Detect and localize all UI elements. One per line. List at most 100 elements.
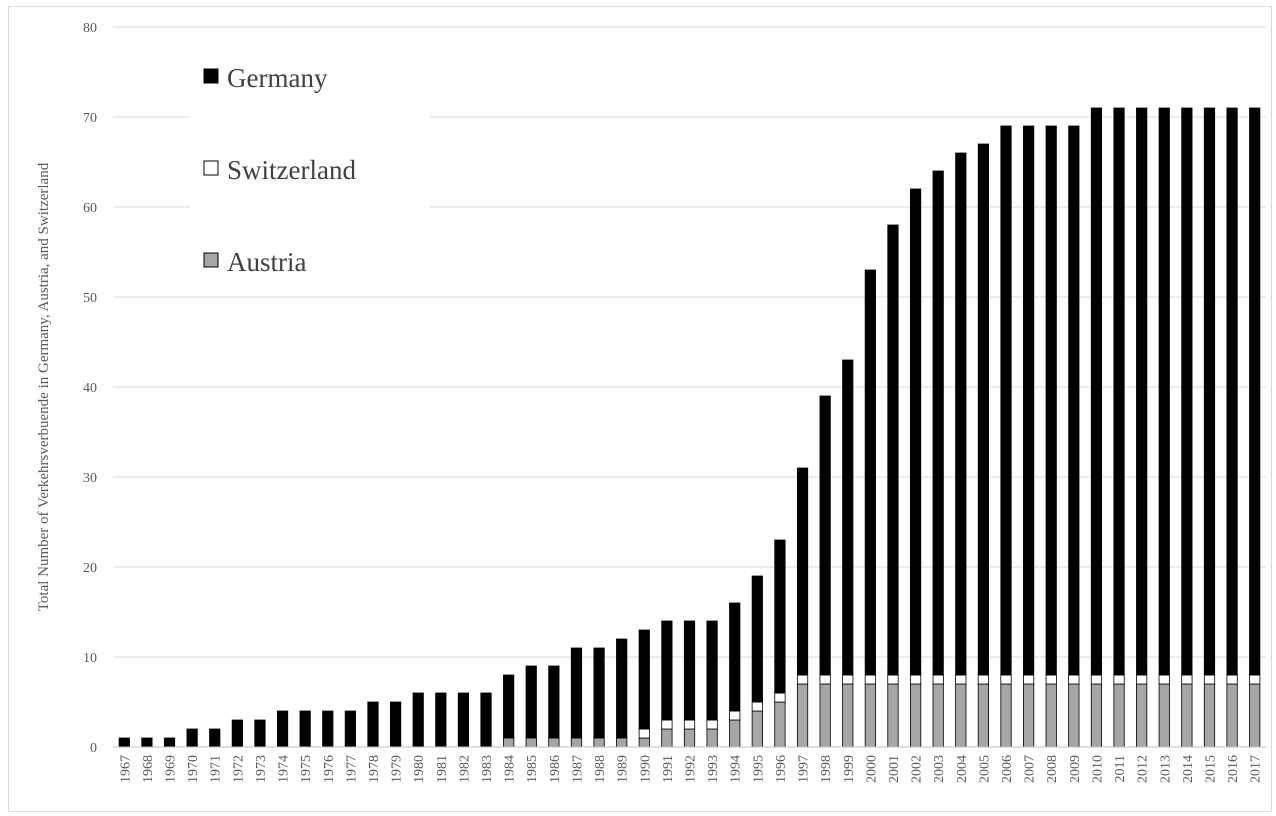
x-tick-label: 1978 [367, 755, 382, 783]
legend-label-germany: Germany [227, 63, 328, 93]
bar-germany-1978 [367, 701, 379, 748]
legend-swatch-germany [203, 68, 219, 84]
bar-switzerland-2013 [1158, 674, 1170, 685]
x-tick-label: 1984 [503, 755, 518, 783]
bar-switzerland-2005 [977, 674, 990, 685]
bar-switzerland-1996 [774, 692, 786, 703]
bar-austria-2005 [977, 683, 990, 748]
bar-germany-2014 [1181, 107, 1193, 676]
bar-germany-2006 [1000, 125, 1012, 676]
x-tick-label: 2007 [1023, 755, 1038, 783]
x-tick-label: 2011 [1113, 755, 1128, 782]
bar-austria-1997 [796, 683, 809, 748]
legend-swatch-austria [203, 252, 219, 268]
x-tick-label: 1987 [570, 755, 585, 783]
x-tick-label: 2005 [977, 755, 992, 783]
bar-switzerland-2006 [1000, 674, 1012, 685]
bar-germany-1971 [209, 728, 221, 748]
bar-austria-2012 [1136, 683, 1148, 748]
x-tick-label: 1996 [774, 755, 789, 783]
bar-switzerland-2009 [1068, 674, 1080, 685]
bar-austria-2011 [1113, 683, 1125, 748]
x-tick-label: 1967 [118, 755, 133, 783]
x-tick-label: 2012 [1136, 755, 1151, 783]
x-tick-label: 1970 [186, 755, 201, 783]
legend-background [190, 40, 430, 290]
bar-austria-1994 [729, 719, 741, 748]
bar-germany-1989 [616, 638, 628, 739]
bar-switzerland-2011 [1113, 674, 1125, 685]
bar-germany-1975 [299, 710, 311, 748]
y-tick-label: 50 [83, 291, 97, 306]
bar-germany-2009 [1068, 125, 1080, 676]
y-tick-label: 10 [83, 651, 97, 666]
y-tick-label: 60 [83, 201, 97, 216]
bar-germany-2015 [1203, 107, 1216, 676]
bar-austria-1991 [661, 728, 673, 748]
bar-germany-2007 [1023, 125, 1035, 676]
legend-swatch-switzerland [203, 160, 219, 176]
bar-germany-1993 [706, 620, 718, 721]
bar-switzerland-1994 [729, 710, 741, 721]
bar-switzerland-2014 [1181, 674, 1193, 685]
x-tick-label: 1985 [525, 755, 540, 783]
bar-germany-1983 [480, 692, 492, 748]
bar-germany-1970 [186, 728, 198, 748]
x-tick-label: 1997 [797, 755, 812, 783]
bar-germany-1976 [322, 710, 334, 748]
x-tick-label: 1974 [277, 755, 292, 783]
bar-germany-1996 [774, 539, 786, 694]
bar-germany-2003 [932, 170, 944, 676]
x-tick-label: 1999 [842, 755, 857, 783]
x-tick-label: 1990 [638, 755, 653, 783]
bar-germany-1969 [163, 737, 176, 748]
x-axis-ticks: 1967 1968 1969 1970 1971 1972 1973 1974 1975 1976… [118, 755, 1263, 783]
bar-austria-1999 [842, 683, 854, 748]
x-tick-label: 1981 [435, 755, 450, 783]
bar-germany-1992 [683, 620, 696, 721]
bar-switzerland-2017 [1249, 674, 1261, 685]
bar-austria-1998 [819, 683, 831, 748]
bar-germany-1986 [548, 665, 560, 739]
bar-switzerland-1999 [842, 674, 854, 685]
bar-germany-1968 [141, 737, 153, 748]
x-tick-label: 1968 [141, 755, 156, 783]
x-tick-label: 1980 [412, 755, 427, 783]
bar-austria-2006 [1000, 683, 1012, 748]
bar-germany-1995 [751, 575, 763, 703]
chart-frame [8, 6, 1272, 812]
bar-austria-1993 [706, 728, 718, 748]
x-tick-label: 1972 [231, 755, 246, 783]
y-axis-label: Total Number of Verkehrsverbuende in Ger… [36, 162, 52, 611]
y-tick-label: 70 [83, 111, 97, 126]
bar-austria-1990 [638, 737, 650, 748]
bar-germany-1979 [389, 701, 402, 748]
x-tick-label: 2010 [1090, 755, 1105, 783]
bar-switzerland-1998 [819, 674, 831, 685]
legend: Germany Switzerland Austria [190, 40, 430, 290]
bar-germany-2013 [1158, 107, 1170, 676]
bar-switzerland-2012 [1136, 674, 1148, 685]
bar-switzerland-1992 [683, 719, 696, 730]
bar-austria-1985 [525, 737, 537, 748]
bar-austria-1987 [570, 737, 583, 748]
bar-austria-2007 [1023, 683, 1035, 748]
x-tick-label: 2015 [1203, 755, 1218, 783]
bar-switzerland-2003 [932, 674, 944, 685]
bar-austria-2014 [1181, 683, 1193, 748]
bar-switzerland-1993 [706, 719, 718, 730]
x-tick-label: 2009 [1068, 755, 1083, 783]
x-tick-label: 2017 [1249, 755, 1264, 783]
x-tick-label: 1973 [254, 755, 269, 783]
bar-germany-1999 [842, 359, 854, 676]
bar-germany-2002 [909, 188, 922, 676]
bar-austria-1996 [774, 701, 786, 748]
bar-germany-2008 [1045, 125, 1057, 676]
bar-germany-2005 [977, 143, 990, 676]
bar-austria-2000 [864, 683, 876, 748]
x-tick-label: 2000 [864, 755, 879, 783]
bar-switzerland-1991 [661, 719, 673, 730]
bar-austria-2001 [887, 683, 899, 748]
bar-germany-1998 [819, 395, 831, 676]
